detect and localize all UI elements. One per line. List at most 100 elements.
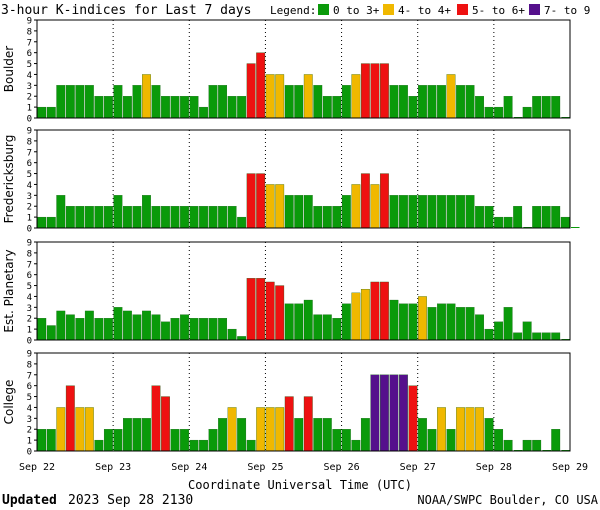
bar (218, 85, 228, 119)
bar (275, 184, 285, 229)
bar (75, 206, 85, 229)
bar (180, 206, 189, 229)
y-tick-label: 3 (27, 192, 32, 202)
bar (142, 418, 151, 452)
bar (46, 216, 56, 229)
bar (494, 106, 504, 119)
bar (237, 96, 247, 119)
bar (408, 385, 418, 452)
bar (484, 206, 494, 229)
bar (541, 332, 551, 341)
bar (237, 418, 247, 452)
y-tick-label: 2 (27, 203, 32, 213)
bar (294, 85, 304, 119)
bar (189, 439, 199, 452)
bar (284, 396, 294, 452)
bar (303, 74, 313, 119)
bar (532, 332, 542, 341)
bar (37, 216, 47, 229)
bar (113, 429, 123, 452)
x-tick-label: Sep 22 (19, 462, 55, 473)
bar (132, 418, 142, 452)
y-tick-label: 1 (27, 214, 32, 224)
bar (370, 184, 380, 229)
y-tick-label: 3 (27, 415, 32, 425)
bar (437, 85, 446, 119)
bar (123, 418, 132, 452)
bar (494, 321, 504, 341)
legend-item-label: 0 to 3+ (333, 4, 380, 17)
bar (294, 303, 304, 341)
bar (227, 328, 237, 341)
bar (389, 374, 399, 452)
x-axis-label: Coordinate Universal Time (UTC) (188, 478, 412, 492)
bar (151, 85, 161, 119)
bar (256, 278, 266, 341)
bar (208, 206, 218, 229)
bar (322, 418, 332, 452)
bar (437, 195, 446, 229)
y-tick-label: 5 (27, 393, 32, 403)
bar (170, 96, 180, 119)
panel-frame (36, 352, 571, 452)
bar (265, 281, 275, 341)
bar (246, 439, 256, 452)
bar (237, 336, 247, 341)
bar (494, 429, 504, 452)
bar (465, 407, 475, 452)
bar (427, 429, 437, 452)
bar (503, 216, 513, 229)
bar (399, 195, 408, 229)
bar (84, 206, 94, 229)
bar (551, 429, 561, 452)
y-tick-label: 6 (27, 271, 32, 281)
bar (123, 96, 132, 119)
bar (265, 184, 275, 229)
bar (532, 96, 542, 119)
bar (56, 310, 66, 341)
bar (351, 184, 361, 229)
bar (446, 429, 456, 452)
y-tick-label: 3 (27, 82, 32, 92)
bar (284, 85, 294, 119)
chart-title: 3-hour K-indices for Last 7 days (1, 3, 251, 18)
y-tick-label: 8 (27, 360, 32, 370)
y-tick-label: 9 (27, 350, 32, 360)
bar (399, 303, 408, 341)
legend-swatch (529, 4, 540, 15)
bar (275, 74, 285, 119)
bar (180, 429, 189, 452)
bar (123, 310, 132, 341)
station-label: Fredericksburg (2, 135, 16, 224)
y-tick-label: 7 (27, 148, 32, 158)
legend-label: Legend: (270, 4, 316, 17)
bar (437, 303, 446, 341)
legend-item-label: 7- to 9 (544, 4, 590, 17)
bar (313, 85, 323, 119)
bar (456, 195, 465, 229)
bar (360, 173, 370, 229)
bar (275, 285, 285, 341)
panel-frame (36, 241, 571, 341)
bar (475, 314, 484, 341)
bar (370, 281, 380, 341)
bar (170, 318, 180, 341)
bar (103, 96, 113, 119)
bar (484, 328, 494, 341)
bar (551, 206, 561, 229)
y-tick-label: 9 (27, 127, 32, 137)
bar (522, 439, 532, 452)
bar (151, 206, 161, 229)
bar (322, 206, 332, 229)
x-axis-ticks: Sep 22 Sep 23 Sep 24 Sep 25 Sep 26 Sep 27 Sep … (19, 462, 588, 473)
x-tick-label: Sep 26 (324, 462, 360, 473)
bar (494, 216, 504, 229)
bar (113, 195, 123, 229)
bar (427, 85, 437, 119)
bar (408, 303, 418, 341)
bar (103, 318, 113, 341)
bar (189, 206, 199, 229)
y-tick-label: 4 (27, 181, 32, 191)
bar (103, 429, 113, 452)
bar (218, 318, 228, 341)
